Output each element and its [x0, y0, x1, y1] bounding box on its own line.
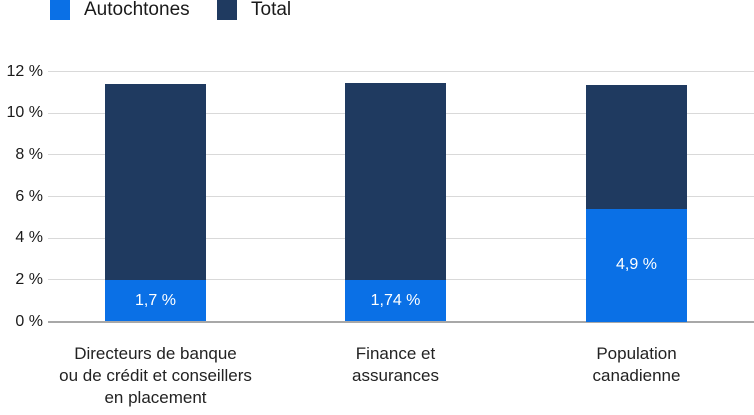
- legend-item-autochtones: Autochtones: [50, 0, 190, 20]
- category-label-line: en placement: [104, 388, 207, 407]
- bar-segment-autochtones-1: [345, 279, 446, 322]
- category-label-1: Finance et assurances: [266, 343, 526, 387]
- category-label-line: assurances: [352, 366, 439, 385]
- category-label-line: ou de crédit et conseillers: [59, 366, 252, 385]
- y-axis-tick-label: 10 %: [6, 104, 43, 122]
- bar-segment-autochtones-0: [105, 279, 206, 322]
- legend-swatch-total-icon: [217, 0, 237, 20]
- category-label-line: Finance et: [355, 344, 436, 363]
- legend-swatch-autochtones-icon: [50, 0, 70, 20]
- bar-segment-total-0: [105, 84, 206, 280]
- category-label-line: Population: [596, 344, 677, 363]
- y-axis-tick-label: 0 %: [15, 312, 43, 330]
- bar-segment-total-2: [586, 85, 687, 209]
- y-axis-tick-label: 4 %: [15, 229, 43, 247]
- category-label-2: Population canadienne: [507, 343, 754, 387]
- gridline: [48, 71, 754, 72]
- legend-label-autochtones: Autochtones: [84, 0, 190, 20]
- category-label-line: canadienne: [592, 366, 681, 385]
- bar-value-label-2: 4,9 %: [616, 256, 657, 274]
- y-axis-tick-label: 8 %: [15, 145, 43, 163]
- category-label-0: Directeurs de banque ou de crédit et cons…: [26, 343, 286, 409]
- y-axis-tick-label: 6 %: [15, 187, 43, 205]
- y-axis-tick-label: 12 %: [6, 62, 43, 80]
- x-axis-line: [48, 321, 754, 323]
- bar-segment-autochtones-2: [586, 209, 687, 322]
- bar-value-label-1: 1,74 %: [370, 291, 421, 309]
- bar-value-label-0: 1,7 %: [135, 291, 176, 309]
- category-label-line: Directeurs de banque: [74, 344, 237, 363]
- legend-label-total: Total: [251, 0, 292, 20]
- legend-item-total: Total: [217, 0, 291, 20]
- y-axis-tick-label: 2 %: [15, 270, 43, 288]
- bar-segment-total-1: [345, 82, 446, 280]
